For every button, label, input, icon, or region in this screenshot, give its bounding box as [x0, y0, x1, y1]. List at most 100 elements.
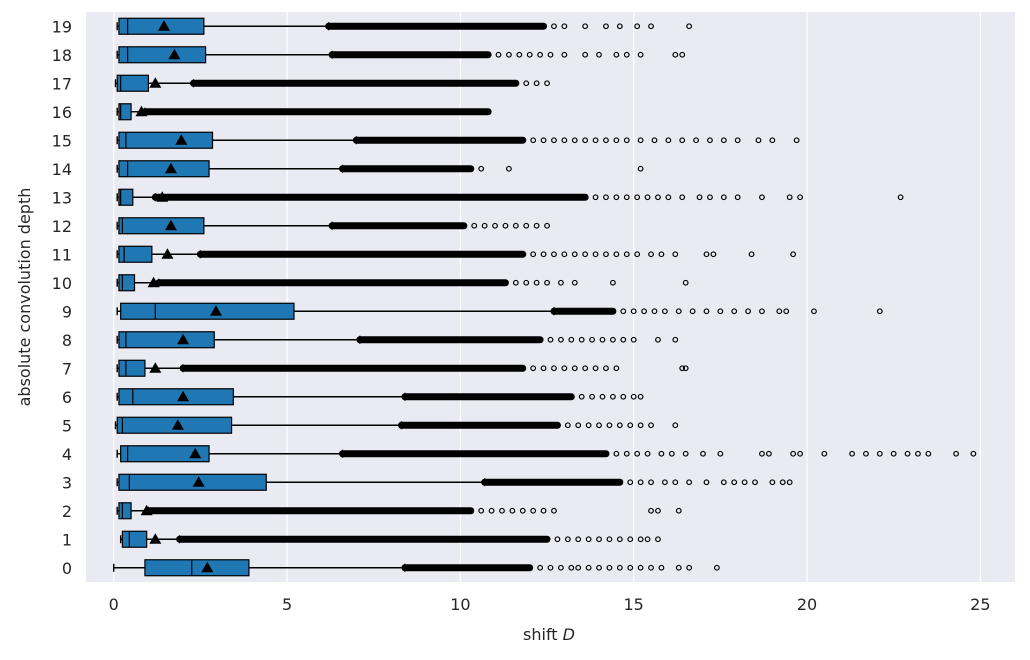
outlier-point — [717, 308, 724, 315]
outlier-point — [651, 137, 658, 144]
outlier-point — [634, 450, 641, 457]
outlier-point — [686, 479, 693, 486]
outlier-point — [707, 194, 713, 201]
outlier-point — [609, 336, 616, 343]
outlier-point — [755, 137, 762, 144]
outlier-point — [665, 137, 672, 144]
mean-marker — [164, 219, 177, 231]
outlier-point — [530, 137, 537, 144]
mean-marker — [201, 561, 214, 573]
outlier-point — [672, 251, 679, 258]
outlier-point — [904, 450, 911, 457]
outlier-point — [613, 251, 620, 258]
iqr-box — [118, 46, 207, 64]
outlier-point — [863, 450, 869, 457]
outlier-point — [571, 279, 578, 286]
outlier-point — [564, 536, 571, 543]
box-group-depth-15 — [116, 131, 800, 149]
mean-marker — [147, 276, 160, 288]
mean-marker — [161, 248, 174, 259]
mean-marker — [140, 504, 153, 516]
outlier-point — [637, 393, 644, 400]
outlier-point — [641, 308, 647, 315]
box-series — [113, 17, 977, 577]
outlier-point — [849, 450, 855, 457]
outlier-point — [717, 450, 724, 457]
outlier-point — [672, 336, 679, 343]
box-group-depth-4 — [116, 445, 977, 463]
outlier-point — [776, 308, 783, 315]
outlier-point — [620, 308, 627, 315]
outlier-point — [606, 422, 613, 429]
outlier-point — [523, 80, 530, 87]
y-tick-label: 18 — [52, 46, 72, 65]
iqr-box — [120, 302, 295, 320]
outlier-point — [603, 23, 609, 30]
outlier-point — [519, 507, 526, 514]
outlier-point — [554, 536, 561, 543]
outlier-point — [613, 51, 620, 58]
mean-marker — [171, 419, 184, 430]
x-axis-label-text: shift — [523, 625, 558, 644]
x-tick-label: 25 — [970, 595, 990, 614]
outlier-point — [564, 422, 571, 429]
outlier-point — [759, 308, 765, 315]
outlier-point — [592, 194, 599, 201]
outlier-point — [571, 365, 578, 372]
outlier-point — [797, 450, 803, 457]
outlier-point — [596, 422, 602, 429]
outlier-point — [512, 279, 519, 286]
outlier-point — [634, 194, 641, 201]
outlier-point — [720, 194, 727, 201]
mean-marker — [189, 447, 202, 459]
outlier-point — [703, 251, 710, 258]
outlier-point — [561, 23, 568, 30]
outlier-point — [675, 507, 682, 514]
outlier-point — [655, 507, 661, 514]
outlier-point — [748, 251, 755, 258]
outlier-point — [655, 336, 661, 343]
outlier-point — [547, 564, 554, 571]
outlier-point — [533, 222, 540, 229]
outlier-point — [616, 564, 623, 571]
outlier-point — [769, 137, 776, 144]
outlier-point — [821, 450, 828, 457]
outlier-point — [630, 308, 637, 315]
outlier-point — [585, 422, 592, 429]
outlier-point — [551, 137, 557, 144]
mean-marker — [192, 476, 205, 487]
iqr-box — [116, 74, 149, 92]
y-tick-label: 8 — [62, 331, 72, 350]
outlier-point — [509, 507, 516, 514]
outlier-point — [637, 422, 644, 429]
outlier-point — [568, 336, 575, 343]
outlier-point — [582, 23, 589, 30]
outlier-point — [672, 422, 679, 429]
plot-background — [86, 12, 1015, 582]
outlier-point — [752, 479, 758, 486]
iqr-box — [118, 388, 234, 406]
outlier-point — [682, 450, 689, 457]
outlier-point — [689, 308, 696, 315]
outlier-point — [506, 51, 512, 58]
outlier-point — [651, 308, 658, 315]
outlier-point — [585, 536, 592, 543]
y-tick-label: 16 — [52, 103, 72, 122]
outlier-point — [627, 536, 634, 543]
outlier-point — [630, 336, 637, 343]
outlier-point — [471, 222, 478, 229]
outlier-point — [540, 137, 547, 144]
outlier-point — [665, 194, 672, 201]
outlier-point — [502, 222, 509, 229]
outlier-point — [589, 336, 595, 343]
outlier-point — [627, 422, 634, 429]
outlier-point — [492, 222, 498, 229]
outlier-point — [675, 564, 682, 571]
outlier-point — [637, 479, 644, 486]
outlier-point — [720, 137, 727, 144]
outlier-point — [623, 194, 630, 201]
outlier-point — [786, 194, 793, 201]
outlier-point — [592, 365, 599, 372]
box-group-depth-10 — [116, 274, 689, 292]
y-tick-label: 19 — [52, 17, 72, 36]
